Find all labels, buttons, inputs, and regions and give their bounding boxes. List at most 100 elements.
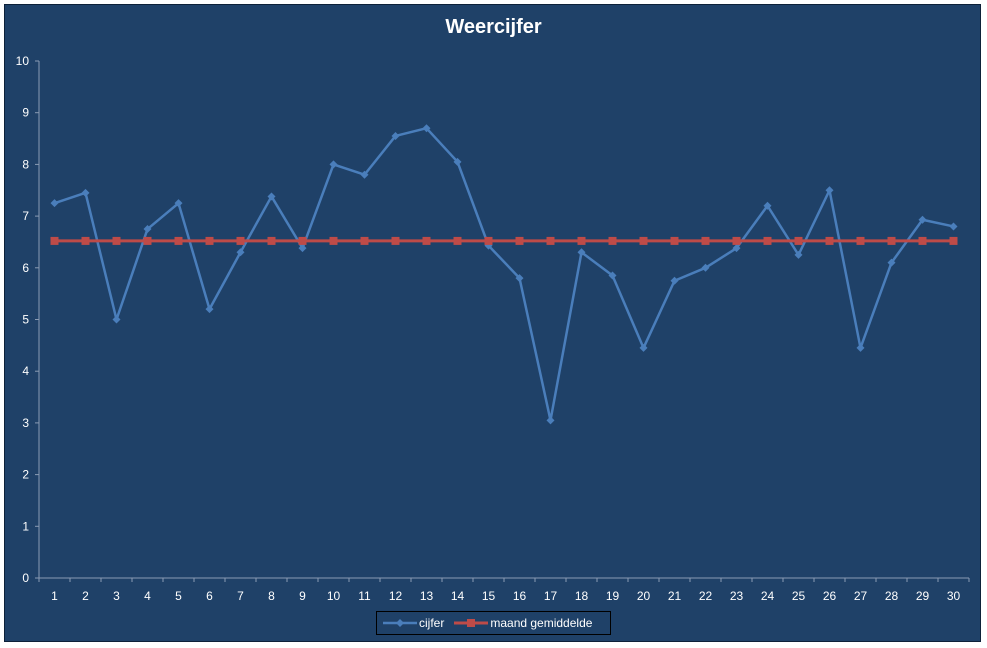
- data-point: [298, 244, 307, 253]
- x-tick-label: 2: [82, 589, 89, 603]
- x-tick-label: 18: [575, 589, 589, 603]
- data-point: [267, 192, 276, 201]
- x-tick-label: 24: [761, 589, 775, 603]
- data-point: [391, 131, 400, 140]
- data-point: [50, 236, 59, 245]
- x-tick-label: 22: [699, 589, 713, 603]
- x-tick-label: 11: [358, 589, 371, 603]
- data-point: [143, 225, 152, 234]
- series-layer: [50, 124, 958, 425]
- data-point: [670, 276, 679, 285]
- data-point: [360, 170, 369, 179]
- legend-label-maand-gemiddelde: maand gemiddelde: [490, 616, 593, 630]
- x-tick-label: 16: [513, 589, 527, 603]
- data-point: [887, 258, 896, 267]
- data-point: [918, 236, 927, 245]
- data-point: [918, 215, 927, 224]
- x-tick-label: 20: [637, 589, 651, 603]
- data-point: [205, 236, 214, 245]
- y-tick-label: 7: [22, 209, 29, 223]
- y-tick-label: 8: [22, 157, 29, 171]
- data-point: [174, 236, 183, 245]
- data-point: [577, 248, 586, 257]
- legend-item-cijfer: cijfer: [383, 616, 444, 630]
- data-point: [81, 236, 90, 245]
- data-point: [825, 186, 834, 195]
- data-point: [546, 236, 555, 245]
- x-tick-label: 15: [482, 589, 496, 603]
- data-point: [701, 263, 710, 272]
- data-point: [50, 199, 59, 208]
- data-point: [112, 315, 121, 324]
- legend: cijfer maand gemiddelde: [376, 611, 611, 635]
- legend-item-maand-gemiddelde: maand gemiddelde: [454, 616, 592, 630]
- x-tick-label: 13: [420, 589, 434, 603]
- y-tick-label: 4: [22, 364, 29, 378]
- data-point: [887, 236, 896, 245]
- x-tick-label: 28: [885, 589, 899, 603]
- data-point: [236, 236, 245, 245]
- x-tick-label: 8: [268, 589, 275, 603]
- axes: [35, 60, 970, 582]
- data-point: [949, 236, 958, 245]
- x-tick-label: 17: [544, 589, 558, 603]
- data-point: [298, 236, 307, 245]
- data-point: [422, 124, 431, 133]
- series-line: [54, 126, 954, 422]
- data-point: [701, 236, 710, 245]
- legend-label-cijfer: cijfer: [419, 616, 445, 630]
- data-point: [577, 236, 586, 245]
- y-tick-label: 5: [22, 313, 29, 327]
- data-point: [639, 236, 648, 245]
- x-tick-label: 9: [299, 589, 306, 603]
- x-tick-label: 1: [51, 589, 58, 603]
- x-tick-label: 6: [206, 589, 213, 603]
- data-point: [639, 343, 648, 352]
- data-point: [763, 201, 772, 210]
- data-point: [515, 274, 524, 283]
- x-tick-label: 27: [854, 589, 868, 603]
- data-point: [236, 248, 245, 257]
- y-tick-label: 6: [22, 261, 29, 275]
- x-tick-label: 7: [237, 589, 244, 603]
- y-tick-label: 2: [22, 468, 29, 482]
- x-tick-label: 10: [327, 589, 341, 603]
- x-tick-label: 14: [451, 589, 465, 603]
- x-tick-label: 19: [606, 589, 620, 603]
- data-point: [329, 160, 338, 169]
- x-tick-label: 23: [730, 589, 744, 603]
- x-tick-label: 4: [144, 589, 151, 603]
- data-point: [329, 236, 338, 245]
- legend-swatch-maand-gemiddelde: [454, 619, 489, 627]
- data-point: [825, 236, 834, 245]
- x-tick-label: 30: [947, 589, 961, 603]
- data-point: [453, 236, 462, 245]
- x-tick-label: 29: [916, 589, 930, 603]
- data-point: [143, 236, 152, 245]
- chart-area: [4, 4, 981, 642]
- data-point: [453, 157, 462, 166]
- data-point: [267, 236, 276, 245]
- y-tick-label: 1: [22, 519, 29, 533]
- x-tick-label: 5: [175, 589, 182, 603]
- data-point: [112, 236, 121, 245]
- data-point: [81, 188, 90, 197]
- data-point: [515, 236, 524, 245]
- chart-title: Weercijfer: [445, 16, 542, 38]
- data-point: [794, 250, 803, 259]
- data-point: [422, 236, 431, 245]
- data-point: [732, 236, 741, 245]
- data-point: [608, 236, 617, 245]
- data-point: [670, 236, 679, 245]
- data-point: [949, 222, 958, 231]
- y-tick-label: 10: [16, 54, 30, 68]
- data-point: [732, 244, 741, 253]
- x-tick-label: 12: [389, 589, 403, 603]
- x-tick-label: 3: [113, 589, 120, 603]
- x-tick-label: 21: [668, 589, 682, 603]
- legend-swatch-cijfer: [383, 619, 417, 627]
- x-tick-label: 25: [792, 589, 806, 603]
- y-tick-label: 9: [22, 106, 29, 120]
